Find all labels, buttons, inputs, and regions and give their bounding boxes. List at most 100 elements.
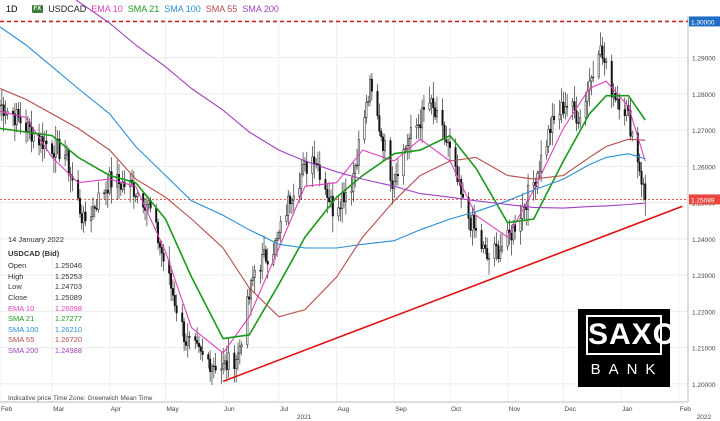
candle (97, 181, 100, 213)
saxo-bank-logo: SAXO BANK (578, 309, 676, 387)
y-tick-label: 1.24000 (692, 237, 716, 244)
candle-body (597, 54, 600, 78)
candle (642, 177, 645, 201)
info-row-sma200: SMA 200 1.24988 (8, 346, 82, 357)
candle (209, 350, 212, 382)
x-tick-label: Apr (111, 406, 122, 413)
candle-body (303, 161, 306, 165)
candle-body (261, 254, 264, 272)
candle (484, 237, 487, 255)
candle-body (197, 343, 200, 348)
candle (369, 74, 372, 107)
candle (259, 264, 262, 284)
candle (289, 192, 292, 214)
legend-sma55[interactable]: SMA 55 (205, 4, 238, 14)
candle (599, 32, 602, 58)
candle (51, 140, 54, 158)
candle (501, 232, 504, 254)
candle (84, 201, 87, 227)
candle-body (222, 363, 225, 370)
candle-body (19, 117, 22, 124)
info-row-close: Close 1.25089 (8, 293, 82, 304)
ma-line-sma21 (0, 94, 646, 340)
logo-line2: BANK (590, 361, 664, 378)
candle (402, 143, 405, 185)
candle-body (287, 195, 290, 216)
candle (136, 189, 139, 204)
symbol-label[interactable]: USDCAD (48, 4, 87, 14)
legend-ema10[interactable]: EMA 10 (91, 4, 123, 14)
candle (186, 323, 189, 358)
ma-line-sma55 (0, 87, 646, 318)
candle (313, 140, 316, 179)
candle-body (155, 207, 158, 223)
candle (421, 99, 424, 143)
candle-body (393, 181, 396, 189)
candle-body (194, 336, 197, 341)
candle (196, 327, 199, 347)
candle (77, 170, 80, 202)
candle-body (579, 117, 582, 124)
candle-body (285, 215, 288, 222)
candle-body (220, 368, 223, 371)
candle-body (186, 336, 189, 346)
candle (30, 110, 33, 153)
candle (354, 162, 357, 188)
candle (499, 233, 502, 263)
ma-line-ema10 (0, 80, 646, 354)
candle-body (184, 341, 187, 346)
x-tick-label: Mar (53, 406, 65, 413)
candle (428, 86, 431, 112)
x-tick-label: Jan (622, 406, 633, 413)
info-row-ema10: EMA 10 1.26098 (8, 304, 82, 315)
candle-body (328, 197, 331, 202)
candle (378, 103, 381, 137)
candle (80, 204, 83, 230)
candle (183, 318, 186, 352)
candle-body (227, 352, 230, 370)
candle (558, 100, 561, 130)
candle (514, 214, 517, 240)
candle-body (289, 195, 292, 204)
chart-header: 1D FX USDCAD EMA 10 SMA 21 SMA 100 SMA 5… (0, 2, 284, 16)
candle-body (129, 180, 132, 187)
candle (566, 93, 569, 117)
candle-body (54, 138, 57, 158)
candle (264, 245, 267, 264)
y-tick-label: 1.29000 (692, 56, 716, 63)
resistance-price-tag (689, 16, 720, 27)
candle-body (134, 196, 137, 198)
candle-body (545, 145, 548, 156)
candle-body (326, 189, 329, 198)
candle-body (441, 109, 444, 126)
candle-body (263, 249, 266, 255)
legend-sma21[interactable]: SMA 21 (127, 4, 160, 14)
candle (12, 107, 15, 127)
candle (357, 130, 360, 174)
candle (95, 199, 98, 212)
candle-body (551, 116, 554, 133)
legend-sma200[interactable]: SMA 200 (242, 4, 279, 14)
candle-body (45, 140, 48, 144)
year-label: 2021 (297, 414, 312, 421)
candle-body (277, 232, 280, 239)
candle (383, 133, 386, 161)
resistance-price-label: 1.30000 (691, 19, 715, 26)
legend-sma100[interactable]: SMA 100 (164, 4, 201, 14)
candle (298, 172, 301, 203)
timeframe-label[interactable]: 1D (6, 4, 18, 14)
candle-body (259, 270, 262, 272)
candle-body (614, 93, 617, 101)
candle-body (584, 100, 587, 119)
info-row-high: High 1.25253 (8, 272, 82, 283)
info-value: 1.26098 (54, 303, 82, 313)
candle-body (357, 139, 360, 166)
candle-body (408, 138, 411, 146)
candle-body (592, 76, 595, 79)
candle-body (2, 104, 5, 116)
candle-body (409, 127, 412, 139)
candle-body (25, 122, 28, 132)
candle-body (406, 145, 409, 149)
last-price-label: 1.25089 (691, 197, 715, 204)
